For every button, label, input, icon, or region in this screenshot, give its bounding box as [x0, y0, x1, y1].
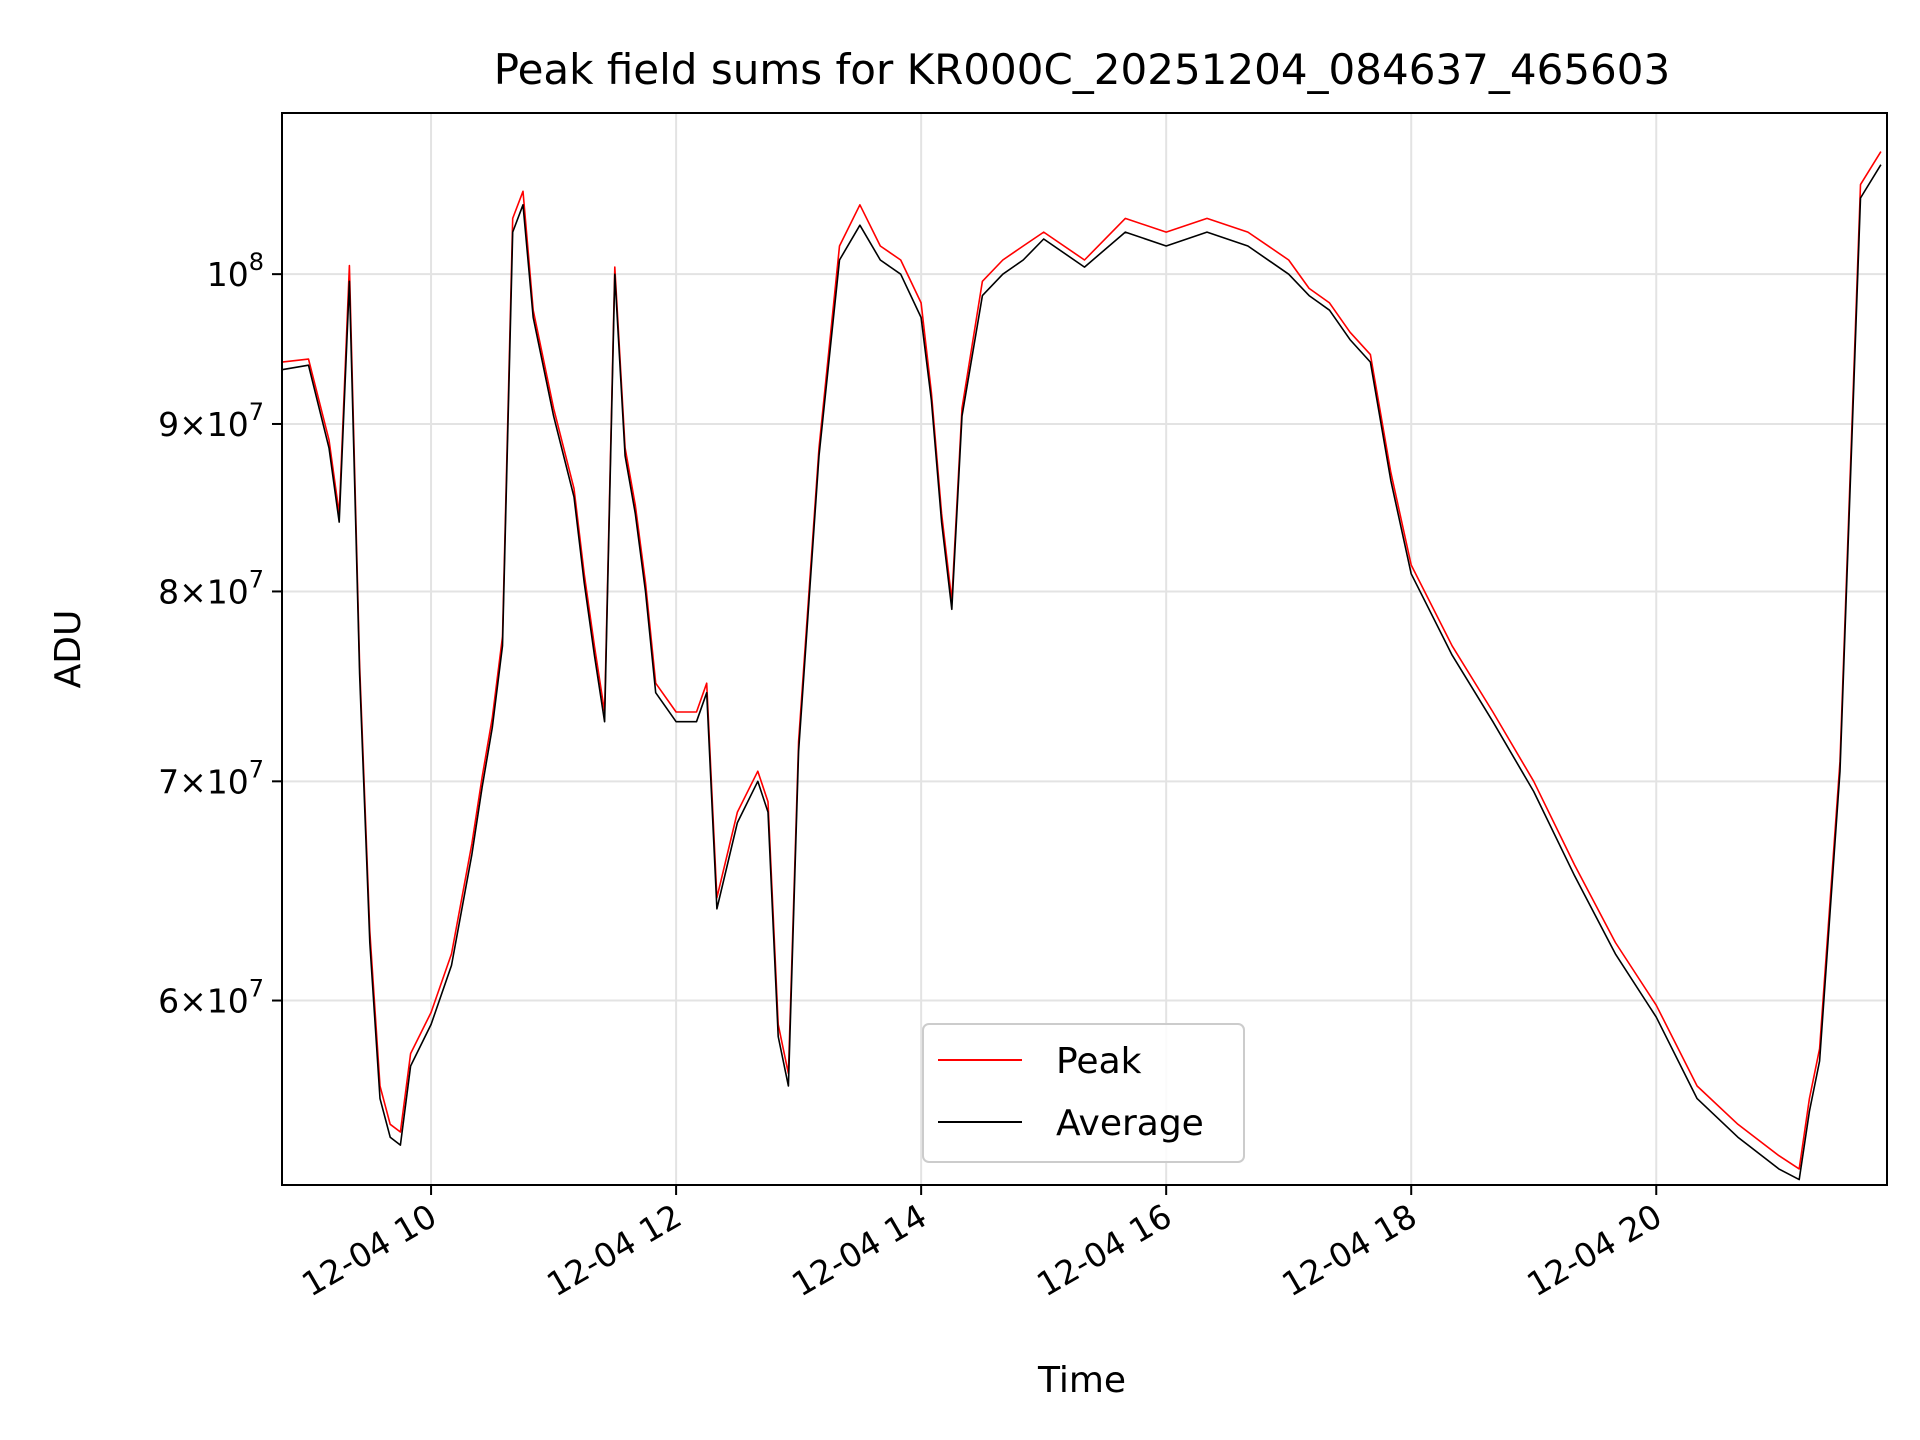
plot-area-frame: [281, 112, 1888, 1186]
y-axis-label: ADU: [48, 610, 89, 689]
x-tick-label: 12-04 16: [1030, 1196, 1178, 1304]
x-axis-label: Time: [1037, 1360, 1126, 1401]
y-axis: 6×107 7×107 8×107 9×107 108: [158, 248, 282, 1021]
y-tick-label: 7×107: [158, 755, 264, 801]
legend-label-average: Average: [1056, 1103, 1204, 1144]
y-tick-label: 8×107: [158, 565, 264, 611]
series-line-peak: [281, 151, 1882, 1170]
y-tick-label: 108: [207, 248, 264, 294]
legend-box: [922, 1023, 1245, 1163]
legend-label-peak: Peak: [1056, 1041, 1142, 1082]
chart-title: Peak field sums for KR000C_20251204_0846…: [494, 45, 1670, 94]
x-axis: 12-04 10 12-04 12 12-04 14 12-04 16 12-04 18…: [295, 1185, 1668, 1304]
x-tick-label: 12-04 12: [540, 1196, 688, 1304]
x-tick-label: 12-04 10: [295, 1196, 443, 1304]
grid-lines: [282, 113, 1887, 1185]
y-tick-label: 6×107: [158, 975, 264, 1021]
x-tick-label: 12-04 18: [1275, 1196, 1423, 1304]
x-tick-label: 12-04 14: [785, 1196, 933, 1304]
series-layer: [281, 151, 1882, 1181]
x-tick-label: 12-04 20: [1520, 1196, 1668, 1304]
y-tick-label: 9×107: [158, 398, 264, 444]
legend: Peak Average: [922, 1023, 1245, 1163]
series-line-average: [281, 164, 1882, 1181]
